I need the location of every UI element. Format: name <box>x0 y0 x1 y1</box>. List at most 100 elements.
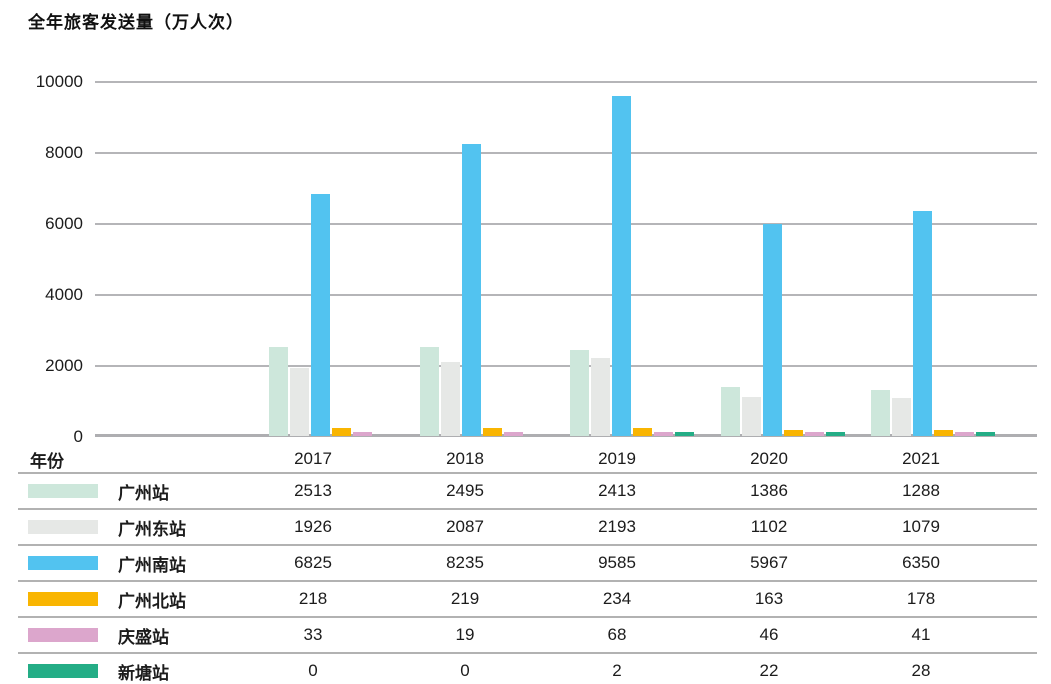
value-广州东站-2020: 1102 <box>750 517 788 536</box>
table-row-广州站: 广州站 2513 2495 2413 1386 1288 <box>18 472 1037 508</box>
bar-新塘站-2021 <box>976 432 995 436</box>
gridline <box>95 365 1037 367</box>
gridline <box>95 152 1037 154</box>
station-name: 广州东站 <box>118 519 186 539</box>
value-广州南站-2021: 6350 <box>902 553 940 572</box>
value-广州南站-2017: 6825 <box>294 553 332 572</box>
bar-广州东站-2021 <box>892 398 911 436</box>
bar-庆盛站-2018 <box>503 432 523 436</box>
y-tick-label: 2000 <box>45 356 83 375</box>
value-庆盛站-2019: 68 <box>607 625 627 644</box>
value-庆盛站-2021: 41 <box>911 625 931 644</box>
value-新塘站-2019: 2 <box>612 661 622 680</box>
data-table: 年份 2017 2018 2019 2020 2021 广州站 2513 2495 2413 1… <box>18 446 1037 684</box>
legend-swatch-广州南站 <box>28 556 98 570</box>
value-广州北站-2019: 234 <box>602 589 632 608</box>
y-tick-label: 0 <box>73 427 83 446</box>
value-广州站-2020: 1386 <box>750 481 788 500</box>
bar-广州南站-2021 <box>913 211 932 436</box>
value-广州北站-2020: 163 <box>754 589 784 608</box>
value-广州东站-2017: 1926 <box>294 517 332 536</box>
station-name: 新塘站 <box>118 663 169 683</box>
station-cell: 广州站 <box>18 474 237 508</box>
bar-广州南站-2019 <box>612 96 631 436</box>
table-row-新塘站: 新塘站 0 0 2 22 28 <box>18 652 1037 684</box>
bar-group-2019 <box>570 82 694 436</box>
value-广州南站-2020: 5967 <box>750 553 788 572</box>
value-庆盛站-2018: 19 <box>455 625 475 644</box>
bar-广州东站-2019 <box>591 358 610 436</box>
chart-title: 全年旅客发送量（万人次） <box>28 13 244 32</box>
year-label-2021: 2021 <box>902 449 940 468</box>
value-广州北站-2017: 218 <box>298 589 328 608</box>
y-tick-label: 6000 <box>45 214 83 233</box>
station-cell: 广州北站 <box>18 582 237 616</box>
value-广州东站-2021: 1079 <box>902 517 940 536</box>
bar-group-2020 <box>720 82 845 436</box>
bar-广州南站-2018 <box>461 144 481 436</box>
station-name: 广州站 <box>118 483 169 503</box>
bar-广州站-2018 <box>419 347 439 436</box>
value-广州北站-2021: 178 <box>906 589 936 608</box>
year-label-2020: 2020 <box>750 449 788 468</box>
value-广州东站-2018: 2087 <box>446 517 484 536</box>
station-cell: 广州东站 <box>18 510 237 544</box>
table-row-庆盛站: 庆盛站 33 19 68 46 41 <box>18 616 1037 652</box>
gridline <box>95 223 1037 225</box>
x-axis-header: 年份 <box>30 451 64 471</box>
table-header-row: 年份 2017 2018 2019 2020 2021 <box>18 446 1037 472</box>
y-tick-label: 4000 <box>45 285 83 304</box>
legend-swatch-新塘站 <box>28 664 98 678</box>
bar-group-2017 <box>269 82 393 436</box>
bar-广州北站-2020 <box>783 430 803 436</box>
value-广州站-2017: 2513 <box>294 481 332 500</box>
table-row-广州东站: 广州东站 1926 2087 2193 1102 1079 <box>18 508 1037 544</box>
y-tick-label: 8000 <box>45 143 83 162</box>
value-新塘站-2018: 0 <box>460 661 470 680</box>
value-广州南站-2018: 8235 <box>446 553 484 572</box>
value-广州站-2019: 2413 <box>598 481 636 500</box>
bar-新塘站-2019 <box>675 432 694 436</box>
year-label-2019: 2019 <box>598 449 636 468</box>
bar-广州北站-2017 <box>332 428 351 436</box>
bar-广州北站-2018 <box>482 428 502 436</box>
value-广州站-2021: 1288 <box>902 481 940 500</box>
value-广州站-2018: 2495 <box>446 481 484 500</box>
value-广州东站-2019: 2193 <box>598 517 636 536</box>
station-cell: 新塘站 <box>18 654 237 684</box>
value-庆盛站-2017: 33 <box>303 625 323 644</box>
station-name: 广州南站 <box>118 555 186 575</box>
value-新塘站-2020: 22 <box>759 661 779 680</box>
bar-广州站-2021 <box>871 390 890 436</box>
bar-广州南站-2020 <box>762 224 782 436</box>
value-新塘站-2021: 28 <box>911 661 931 680</box>
bar-广州北站-2019 <box>633 428 652 436</box>
bar-group-2018 <box>419 82 544 436</box>
bar-广州东站-2017 <box>290 368 309 436</box>
value-广州南站-2019: 9585 <box>598 553 636 572</box>
station-cell: 庆盛站 <box>18 618 237 652</box>
bar-广州站-2019 <box>570 350 589 436</box>
y-tick-label: 10000 <box>35 72 83 91</box>
bar-庆盛站-2017 <box>353 432 372 436</box>
x-axis-baseline <box>95 434 1037 437</box>
legend-swatch-广州北站 <box>28 592 98 606</box>
table-row-广州南站: 广州南站 6825 8235 9585 5967 6350 <box>18 544 1037 580</box>
bar-庆盛站-2021 <box>955 432 974 436</box>
value-新塘站-2017: 0 <box>308 661 318 680</box>
bar-广州北站-2021 <box>934 430 953 436</box>
station-cell: 广州南站 <box>18 546 237 580</box>
year-label-2017: 2017 <box>294 449 332 468</box>
year-label-2018: 2018 <box>446 449 484 468</box>
bar-广州站-2017 <box>269 347 288 436</box>
bar-新塘站-2020 <box>825 432 845 436</box>
bar-广州南站-2017 <box>311 194 330 436</box>
bar-广州东站-2020 <box>741 397 761 436</box>
legend-swatch-庆盛站 <box>28 628 98 642</box>
value-广州北站-2018: 219 <box>450 589 480 608</box>
station-name: 广州北站 <box>118 591 186 611</box>
station-name: 庆盛站 <box>118 627 169 647</box>
plot-area: 0 2000 4000 6000 8000 10000 <box>36 73 1037 446</box>
bar-庆盛站-2020 <box>804 432 824 436</box>
